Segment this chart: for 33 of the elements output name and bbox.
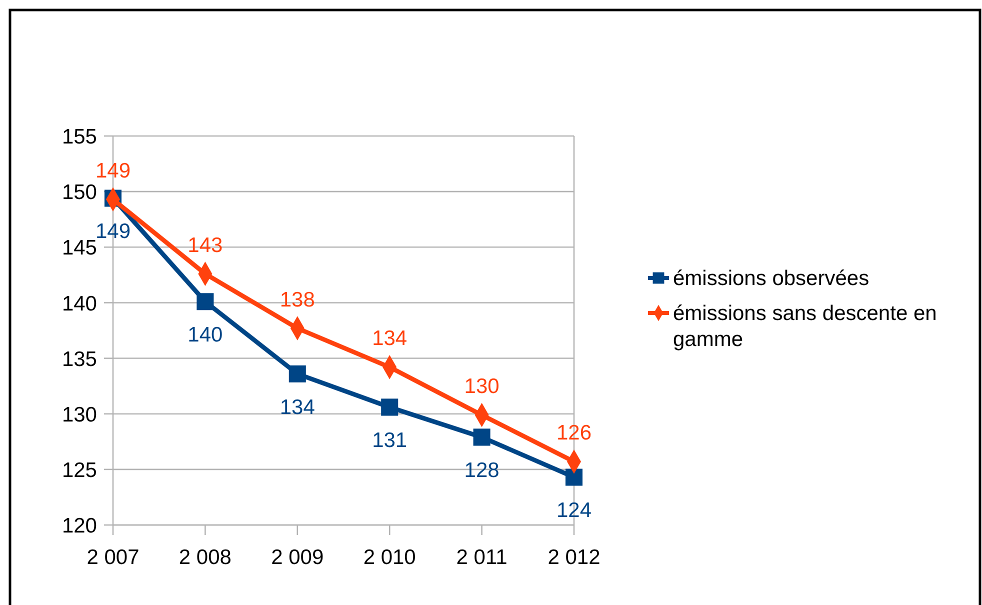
point [381,398,398,416]
data-label: 126 [556,422,592,445]
x-tick-label: 2 008 [178,546,232,569]
y-tick-label: 125 [62,458,97,482]
y-tick-label: 145 [62,236,97,260]
x-tick-label: 2 009 [271,546,324,569]
legend-label: émissions observées [673,267,870,290]
point [196,293,214,310]
y-tick-label: 120 [62,514,97,538]
data-label: 134 [280,396,316,419]
point [473,428,490,446]
x-tick-label: 2 011 [456,546,508,569]
data-label: 128 [464,459,500,482]
y-tick-label: 135 [62,348,97,371]
data-label: 131 [372,429,408,452]
data-label: 143 [188,234,223,257]
y-tick-label: 140 [62,292,97,316]
data-label: 124 [556,499,592,522]
data-label: 149 [95,159,131,182]
data-label: 138 [280,288,315,312]
x-tick-label: 2 012 [548,546,600,569]
y-tick-label: 150 [62,181,97,204]
y-tick-label: 155 [62,126,97,149]
legend-label: émissions sans descente en gamme [673,302,937,351]
x-tick-label: 2 007 [86,546,140,569]
y-tick-label: 130 [62,403,97,426]
x-tick-label: 2 010 [363,546,416,569]
point [565,468,583,486]
point [288,365,306,382]
data-label: 134 [372,327,408,350]
data-label: 140 [188,324,223,347]
data-label: 130 [464,374,500,398]
data-label: 149 [95,220,131,244]
